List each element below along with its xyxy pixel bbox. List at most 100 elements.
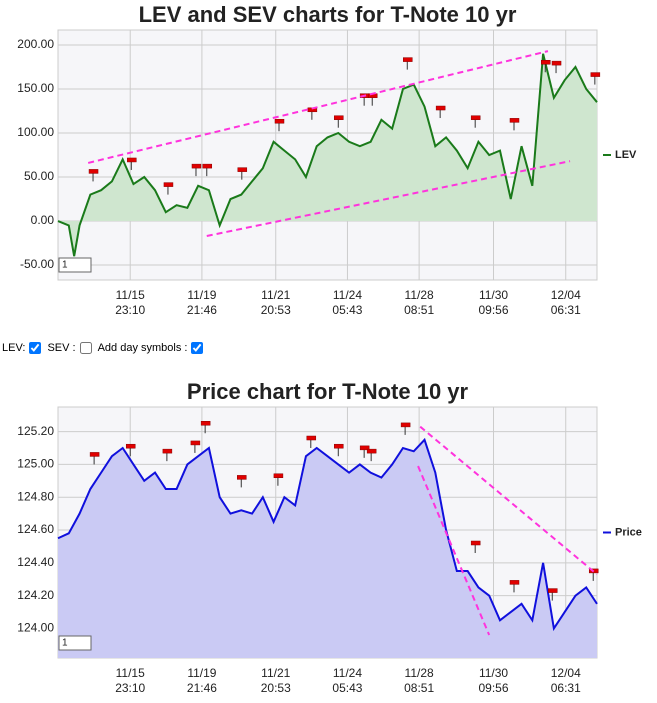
day-symbol-flag <box>551 60 562 66</box>
x-tick-label: 11/15 23:10 <box>115 288 145 317</box>
day-symbol <box>202 163 213 177</box>
day-symbol-flag <box>400 422 411 428</box>
day-symbol <box>237 167 248 180</box>
x-tick-label: 12/04 06:31 <box>551 666 581 695</box>
input-value: 1 <box>62 260 68 271</box>
day-symbol <box>200 420 211 434</box>
y-tick-label: 124.20 <box>17 588 54 602</box>
trend-line <box>206 160 571 237</box>
y-tick-label: 124.00 <box>17 621 54 635</box>
y-tick-label: 200.00 <box>17 37 54 51</box>
day-symbol-flag <box>403 57 413 62</box>
day-symbol-flag <box>366 448 377 454</box>
day-symbol <box>551 60 562 74</box>
day-symbol <box>509 580 520 593</box>
control-label: LEV: <box>2 342 26 354</box>
day-symbol <box>400 422 411 435</box>
day-symbol <box>470 115 481 128</box>
y-tick-label: 125.20 <box>17 424 54 438</box>
day-symbol-flag <box>190 440 201 446</box>
y-tick-label: 124.40 <box>17 555 54 569</box>
area <box>58 439 597 658</box>
controls: LEV: SEV : Add day symbols : <box>2 342 207 354</box>
x-tick-label: 11/19 21:46 <box>187 666 217 695</box>
input-box <box>58 257 92 273</box>
line <box>57 437 598 632</box>
day-symbol <box>162 448 173 462</box>
x-tick-label: 11/15 23:10 <box>115 666 145 695</box>
day-symbol-flag <box>334 443 344 449</box>
checkbox[interactable] <box>79 342 92 354</box>
day-symbol-flag <box>509 580 520 585</box>
x-tick-label: 11/30 09:56 <box>478 288 508 317</box>
y-tick-label: 0.00 <box>31 213 55 227</box>
day-symbol-flag <box>163 182 174 187</box>
day-symbol <box>88 169 99 182</box>
day-symbol <box>541 60 551 73</box>
day-symbol-flag <box>470 540 481 546</box>
day-symbol-flag <box>590 72 601 77</box>
day-symbol-flag <box>202 163 213 169</box>
day-symbol-flag <box>237 167 248 172</box>
checkbox[interactable] <box>29 342 42 354</box>
x-tick-label: 11/30 09:56 <box>478 666 508 695</box>
control-label: SEV : <box>47 342 76 354</box>
trend-line <box>419 425 598 576</box>
day-symbol <box>190 440 201 453</box>
day-symbol <box>435 105 446 119</box>
input-value: 1 <box>62 638 68 649</box>
day-symbol <box>470 540 481 554</box>
day-symbol-flag <box>88 169 99 174</box>
x-tick-label: 11/24 05:43 <box>332 288 362 317</box>
day-symbol-flag <box>306 435 317 441</box>
day-symbol <box>163 182 174 195</box>
y-tick-label: 124.80 <box>17 489 54 503</box>
x-tick-label: 11/21 20:53 <box>261 288 291 317</box>
day-symbol-flag <box>470 115 481 120</box>
day-symbol <box>306 435 317 449</box>
y-tick-label: 150.00 <box>17 81 54 95</box>
day-symbol <box>191 163 202 177</box>
trend-line <box>417 465 491 636</box>
day-symbol-flag <box>548 588 558 593</box>
x-tick-label: 11/28 08:51 <box>404 666 434 695</box>
x-tick-label: 11/28 08:51 <box>404 288 434 317</box>
day-symbol <box>590 72 601 85</box>
legend-label: Price <box>615 526 642 538</box>
day-symbol <box>273 473 284 486</box>
day-symbol <box>237 475 247 488</box>
chart-title: LEV and SEV charts for T-Note 10 yr <box>139 2 517 27</box>
day-symbol <box>548 588 558 601</box>
legend-label: LEV <box>615 149 637 161</box>
y-tick-label: 124.60 <box>17 522 54 536</box>
x-tick-label: 12/04 06:31 <box>551 288 581 317</box>
day-symbol-flag <box>200 420 211 426</box>
day-symbol-flag <box>509 118 520 123</box>
x-tick-label: 11/21 20:53 <box>261 666 291 695</box>
day-symbol <box>359 445 370 458</box>
day-symbol <box>274 118 285 132</box>
day-symbol-flag <box>541 60 551 65</box>
day-symbol <box>403 57 413 70</box>
day-symbol-flag <box>435 105 446 111</box>
checkbox[interactable] <box>191 342 204 354</box>
trend-line <box>87 50 549 164</box>
day-symbol-flag <box>127 157 137 163</box>
day-symbol-flag <box>334 115 344 120</box>
control-label: Add day symbols : <box>97 342 188 354</box>
input-box <box>58 635 92 651</box>
x-tick-label: 11/24 05:43 <box>332 666 362 695</box>
day-symbol-flag <box>162 448 173 454</box>
day-symbol-flag <box>274 118 285 124</box>
day-symbol <box>334 115 344 128</box>
y-tick-label: 50.00 <box>24 169 54 183</box>
area <box>58 53 597 257</box>
day-symbol <box>509 118 520 131</box>
day-symbol-flag <box>273 473 284 478</box>
chart-title: Price chart for T-Note 10 yr <box>187 379 469 404</box>
day-symbol <box>366 448 377 462</box>
day-symbol <box>125 443 136 457</box>
y-tick-label: 125.00 <box>17 457 54 471</box>
